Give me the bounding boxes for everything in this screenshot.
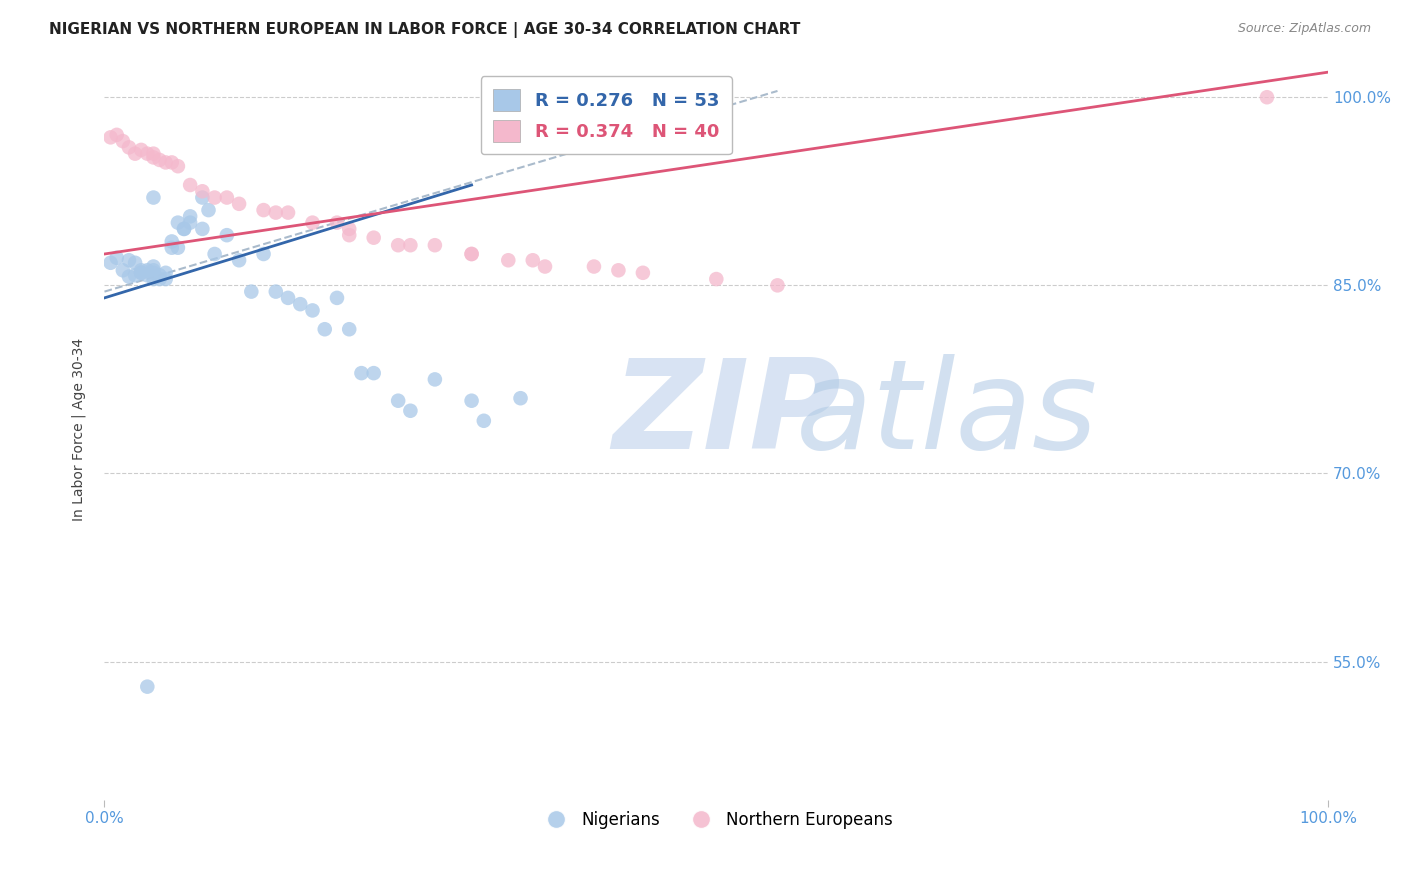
Point <box>124 256 146 270</box>
Point <box>155 272 177 286</box>
Point <box>142 260 165 274</box>
Point <box>118 253 141 268</box>
Point <box>363 230 385 244</box>
Point <box>191 190 214 204</box>
Point <box>460 247 482 261</box>
Point <box>215 190 238 204</box>
Point <box>160 155 183 169</box>
Point <box>264 285 287 299</box>
Point <box>607 263 630 277</box>
Point <box>326 291 349 305</box>
Point <box>423 372 446 386</box>
Point <box>124 146 146 161</box>
Point <box>423 238 446 252</box>
Legend: Nigerians, Northern Europeans: Nigerians, Northern Europeans <box>533 805 900 836</box>
Point <box>399 403 422 417</box>
Point <box>301 216 323 230</box>
Point <box>472 414 495 428</box>
Point <box>204 190 226 204</box>
Point <box>766 278 789 293</box>
Point <box>215 228 238 243</box>
Point <box>167 241 190 255</box>
Point <box>167 216 190 230</box>
Point <box>1256 90 1278 104</box>
Point <box>534 260 557 274</box>
Point <box>337 228 360 243</box>
Point <box>252 247 274 261</box>
Point <box>136 146 159 161</box>
Point <box>100 256 122 270</box>
Point <box>118 140 141 154</box>
Point <box>124 268 146 283</box>
Point <box>148 272 170 286</box>
Point <box>498 253 520 268</box>
Point <box>326 216 349 230</box>
Point <box>704 272 727 286</box>
Point <box>142 150 165 164</box>
Point <box>277 205 299 219</box>
Point <box>142 190 165 204</box>
Point <box>277 291 299 305</box>
Point <box>142 146 165 161</box>
Point <box>155 155 177 169</box>
Point <box>363 366 385 380</box>
Point <box>148 268 170 283</box>
Point <box>399 238 422 252</box>
Point <box>136 268 159 283</box>
Text: atlas: atlas <box>796 354 1098 475</box>
Point <box>228 197 250 211</box>
Point <box>387 393 409 408</box>
Point <box>337 322 360 336</box>
Point <box>509 391 531 405</box>
Point <box>337 222 360 236</box>
Point <box>136 680 159 694</box>
Point <box>148 153 170 167</box>
Text: ZIP: ZIP <box>612 354 841 475</box>
Point <box>111 134 134 148</box>
Point <box>167 159 190 173</box>
Point <box>264 205 287 219</box>
Text: NIGERIAN VS NORTHERN EUROPEAN IN LABOR FORCE | AGE 30-34 CORRELATION CHART: NIGERIAN VS NORTHERN EUROPEAN IN LABOR F… <box>49 22 800 38</box>
Point <box>111 263 134 277</box>
Point <box>118 269 141 284</box>
Y-axis label: In Labor Force | Age 30-34: In Labor Force | Age 30-34 <box>72 338 86 521</box>
Point <box>155 266 177 280</box>
Point <box>129 263 152 277</box>
Point <box>460 393 482 408</box>
Point <box>179 178 201 192</box>
Point <box>142 266 165 280</box>
Point <box>301 303 323 318</box>
Point <box>179 210 201 224</box>
Point <box>129 266 152 280</box>
Point <box>105 251 128 265</box>
Point <box>197 203 219 218</box>
Point <box>160 235 183 249</box>
Point <box>179 216 201 230</box>
Point <box>100 130 122 145</box>
Point <box>290 297 312 311</box>
Point <box>191 222 214 236</box>
Point <box>129 143 152 157</box>
Point <box>350 366 373 380</box>
Point <box>252 203 274 218</box>
Point <box>105 128 128 142</box>
Point <box>240 285 263 299</box>
Point <box>173 222 195 236</box>
Point <box>522 253 544 268</box>
Point <box>173 222 195 236</box>
Point <box>142 263 165 277</box>
Point <box>204 247 226 261</box>
Point <box>191 184 214 198</box>
Point <box>387 238 409 252</box>
Point <box>160 241 183 255</box>
Point <box>136 263 159 277</box>
Point <box>460 247 482 261</box>
Point <box>142 272 165 286</box>
Point <box>129 266 152 280</box>
Point <box>314 322 336 336</box>
Point <box>631 266 654 280</box>
Point <box>228 253 250 268</box>
Text: Source: ZipAtlas.com: Source: ZipAtlas.com <box>1237 22 1371 36</box>
Point <box>582 260 605 274</box>
